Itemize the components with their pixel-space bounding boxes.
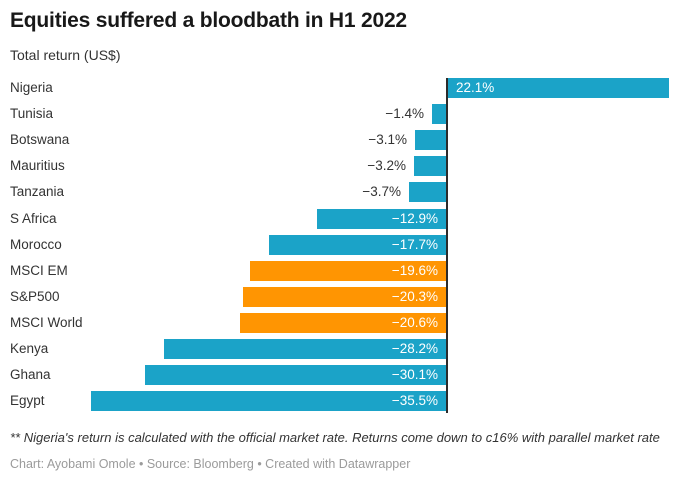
- category-label: MSCI World: [10, 315, 83, 330]
- chart-subtitle: Total return (US$): [10, 47, 121, 63]
- category-label: Botswana: [10, 132, 70, 147]
- category-label: Tunisia: [10, 106, 54, 121]
- chart-footnote: ** Nigeria's return is calculated with t…: [10, 430, 660, 445]
- value-label: −20.3%: [391, 289, 438, 304]
- value-label: −19.6%: [391, 263, 438, 278]
- category-label: S Africa: [10, 211, 57, 226]
- value-label: −1.4%: [385, 106, 424, 121]
- chart-area: Nigeria 22.1% Tunisia −1.4% Botswana −3.1% Mau…: [0, 78, 680, 418]
- bar: −20.3%: [243, 287, 446, 307]
- value-label: −17.7%: [391, 237, 438, 252]
- chart-title: Equities suffered a bloodbath in H1 2022: [10, 9, 407, 32]
- bar: −20.6%: [240, 313, 446, 333]
- category-label: Ghana: [10, 367, 51, 382]
- value-label: −35.5%: [391, 393, 438, 408]
- zero-baseline: [446, 78, 448, 413]
- category-label: Nigeria: [10, 80, 53, 95]
- bar: [432, 104, 446, 124]
- bar: −17.7%: [269, 235, 446, 255]
- value-label: −12.9%: [391, 211, 438, 226]
- value-label: −30.1%: [391, 367, 438, 382]
- chart-credits: Chart: Ayobami Omole • Source: Bloomberg…: [10, 457, 411, 471]
- category-label: Tanzania: [10, 184, 65, 199]
- bar: 22.1%: [448, 78, 669, 98]
- value-label: −28.2%: [391, 341, 438, 356]
- value-label: −3.1%: [368, 132, 407, 147]
- category-label: S&P500: [10, 289, 60, 304]
- value-label: 22.1%: [456, 80, 495, 95]
- value-label: −3.2%: [367, 158, 406, 173]
- category-label: MSCI EM: [10, 263, 68, 278]
- category-label: Morocco: [10, 237, 62, 252]
- bar: −12.9%: [317, 209, 446, 229]
- value-label: −20.6%: [391, 315, 438, 330]
- bar: [414, 156, 446, 176]
- bar: −28.2%: [164, 339, 446, 359]
- bar: [415, 130, 446, 150]
- category-label: Egypt: [10, 393, 45, 408]
- bar: [409, 182, 446, 202]
- value-label: −3.7%: [362, 184, 401, 199]
- bar: −19.6%: [250, 261, 446, 281]
- category-label: Kenya: [10, 341, 49, 356]
- bar: −30.1%: [145, 365, 446, 385]
- category-label: Mauritius: [10, 158, 65, 173]
- bar: −35.5%: [91, 391, 446, 411]
